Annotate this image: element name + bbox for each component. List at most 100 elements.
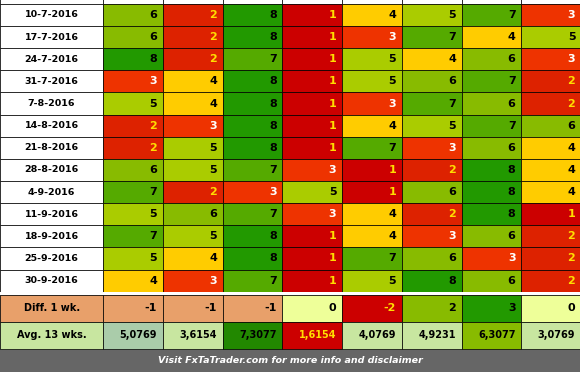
Bar bbox=[462, 269, 521, 292]
Bar bbox=[223, 48, 282, 70]
Text: 7: 7 bbox=[508, 10, 516, 20]
Text: 3: 3 bbox=[568, 54, 575, 64]
Text: 8: 8 bbox=[269, 121, 277, 131]
Text: 3: 3 bbox=[269, 187, 277, 197]
Text: 6: 6 bbox=[149, 10, 157, 20]
Bar bbox=[402, 0, 462, 4]
Text: 5: 5 bbox=[448, 10, 456, 20]
Text: 8: 8 bbox=[508, 187, 516, 197]
Bar bbox=[342, 4, 402, 26]
Bar bbox=[521, 247, 580, 269]
Bar bbox=[521, 181, 580, 203]
Text: 1: 1 bbox=[329, 276, 336, 286]
Bar bbox=[342, 269, 402, 292]
Text: Avg. 13 wks.: Avg. 13 wks. bbox=[17, 330, 86, 340]
Text: 6: 6 bbox=[508, 99, 516, 109]
Bar bbox=[282, 247, 342, 269]
Bar bbox=[282, 115, 342, 137]
Text: 3: 3 bbox=[508, 253, 516, 263]
Text: 7-8-2016: 7-8-2016 bbox=[28, 99, 75, 108]
Text: 6: 6 bbox=[448, 187, 456, 197]
Bar bbox=[103, 269, 163, 292]
Text: 5: 5 bbox=[448, 121, 456, 131]
Bar bbox=[0, 322, 103, 349]
Text: 2: 2 bbox=[568, 253, 575, 263]
Bar bbox=[402, 115, 462, 137]
Text: 4: 4 bbox=[567, 165, 575, 175]
Text: 5: 5 bbox=[329, 187, 336, 197]
Bar bbox=[402, 322, 462, 349]
Bar bbox=[0, 159, 103, 181]
Bar bbox=[402, 159, 462, 181]
Text: 2: 2 bbox=[568, 99, 575, 109]
Bar bbox=[223, 322, 282, 349]
Bar bbox=[342, 247, 402, 269]
Bar bbox=[103, 322, 163, 349]
Bar bbox=[103, 225, 163, 247]
Text: 8: 8 bbox=[508, 165, 516, 175]
Text: 7,3077: 7,3077 bbox=[239, 330, 277, 340]
Bar bbox=[0, 48, 103, 70]
Text: 2: 2 bbox=[568, 231, 575, 241]
Bar bbox=[402, 225, 462, 247]
Text: 2: 2 bbox=[209, 54, 217, 64]
Text: 2: 2 bbox=[568, 76, 575, 86]
Text: 8: 8 bbox=[269, 99, 277, 109]
Text: 4: 4 bbox=[567, 187, 575, 197]
Text: 4: 4 bbox=[388, 121, 396, 131]
Text: 28-8-2016: 28-8-2016 bbox=[24, 166, 79, 174]
Text: 4-9-2016: 4-9-2016 bbox=[28, 187, 75, 196]
Text: 5: 5 bbox=[150, 99, 157, 109]
Text: 2: 2 bbox=[568, 276, 575, 286]
Bar bbox=[282, 137, 342, 159]
Text: 7: 7 bbox=[150, 187, 157, 197]
Text: 6,3077: 6,3077 bbox=[478, 330, 516, 340]
Bar bbox=[521, 225, 580, 247]
Bar bbox=[342, 322, 402, 349]
Bar bbox=[282, 322, 342, 349]
Bar bbox=[342, 0, 402, 4]
Text: 4: 4 bbox=[209, 253, 217, 263]
Bar bbox=[103, 159, 163, 181]
Text: 5: 5 bbox=[209, 231, 217, 241]
Text: 6: 6 bbox=[448, 253, 456, 263]
Bar bbox=[521, 322, 580, 349]
Text: -1: -1 bbox=[205, 303, 217, 313]
Bar bbox=[282, 70, 342, 92]
Bar bbox=[103, 70, 163, 92]
Text: 8: 8 bbox=[269, 253, 277, 263]
Bar bbox=[402, 48, 462, 70]
Bar bbox=[103, 181, 163, 203]
Bar bbox=[163, 48, 223, 70]
Bar bbox=[462, 225, 521, 247]
Text: 8: 8 bbox=[269, 32, 277, 42]
Bar bbox=[462, 48, 521, 70]
Bar bbox=[521, 137, 580, 159]
Bar bbox=[103, 203, 163, 225]
Text: 3,6154: 3,6154 bbox=[179, 330, 217, 340]
Text: 6: 6 bbox=[508, 143, 516, 153]
Bar bbox=[342, 70, 402, 92]
Text: 7: 7 bbox=[269, 165, 277, 175]
Text: 4: 4 bbox=[209, 99, 217, 109]
Bar bbox=[163, 203, 223, 225]
Text: 5: 5 bbox=[209, 165, 217, 175]
Bar bbox=[342, 48, 402, 70]
Text: 2: 2 bbox=[150, 121, 157, 131]
Text: Diff. 1 wk.: Diff. 1 wk. bbox=[24, 303, 79, 313]
Bar bbox=[0, 295, 103, 322]
Bar bbox=[462, 0, 521, 4]
Bar bbox=[223, 247, 282, 269]
Bar bbox=[223, 137, 282, 159]
Text: 21-8-2016: 21-8-2016 bbox=[24, 143, 79, 152]
Bar bbox=[103, 0, 163, 4]
Bar bbox=[462, 181, 521, 203]
Bar bbox=[342, 115, 402, 137]
Text: 7: 7 bbox=[269, 54, 277, 64]
Bar bbox=[521, 4, 580, 26]
Text: 0: 0 bbox=[568, 303, 575, 313]
Text: 6: 6 bbox=[567, 121, 575, 131]
Bar bbox=[521, 269, 580, 292]
Bar bbox=[163, 70, 223, 92]
Text: 7: 7 bbox=[508, 76, 516, 86]
